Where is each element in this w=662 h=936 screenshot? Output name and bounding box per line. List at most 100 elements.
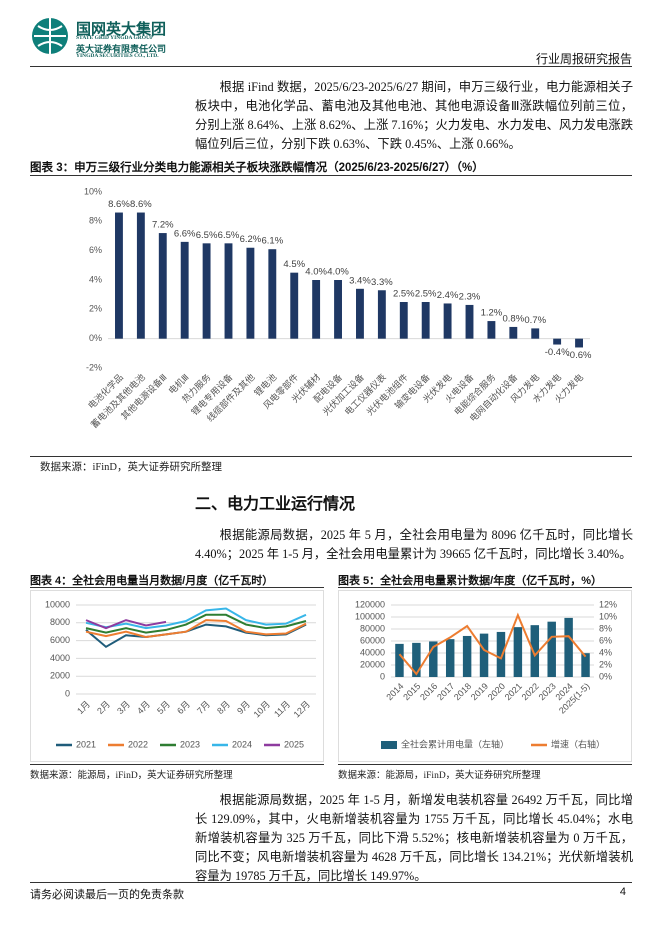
y-tick-label: 4% [89, 274, 102, 284]
value-label: 6.5% [196, 230, 218, 241]
value-label: 3.4% [349, 275, 371, 286]
figure-title: 图表 5：全社会用电量累计数据/年度（亿千瓦时，%） [338, 575, 603, 587]
bar [530, 625, 540, 677]
y-tick-label: 8% [599, 623, 612, 633]
company: 国网英大集团 [76, 21, 167, 38]
x-tick-label: 12月 [292, 699, 313, 720]
bar [202, 243, 211, 339]
x-tick-label: 2020 [486, 681, 507, 702]
bar [531, 328, 540, 339]
value-label: 1.2% [481, 308, 503, 319]
bar [412, 642, 421, 677]
y-tick-label: 0% [89, 333, 102, 343]
bar [553, 338, 562, 345]
y-tick-label: -2% [86, 362, 102, 372]
value-label: 4.5% [283, 259, 305, 270]
y-tick-label: 2% [599, 659, 612, 669]
x-tick-label: 9月 [235, 699, 252, 716]
y-tick-label: 60000 [360, 635, 385, 645]
value-label: 2.4% [437, 290, 459, 301]
value-label: 0.8% [502, 313, 524, 324]
section-heading: 二、电力工业运行情况 [195, 496, 356, 513]
x-tick-label: 11月 [272, 699, 292, 719]
bar [575, 338, 583, 348]
value-label: 6.1% [261, 236, 283, 247]
x-tick-label: 2015 [401, 681, 422, 702]
figure-rule [30, 456, 632, 457]
source: 数据来源：能源局，iFinD，英大证券研究所整理 [30, 771, 233, 781]
legend-label: 2025 [284, 739, 304, 749]
value-label: 8.6% [130, 199, 152, 210]
figure-rule [30, 175, 632, 176]
bar [268, 249, 277, 339]
y-tick-label: 6000 [50, 635, 70, 645]
bar [445, 639, 455, 677]
source: 数据来源：iFinD，英大证券研究所整理 [40, 462, 223, 473]
footer-rule [30, 882, 632, 883]
combo-chart: 0 20000 40000 60000 80000 100000 120000 0% 2% 4% 6… [338, 590, 632, 762]
y-tick-label: 4% [599, 647, 612, 657]
x-tick-label: 2017 [435, 681, 456, 702]
y-tick-label: 4000 [50, 653, 70, 663]
x-tick-label: 2014 [384, 681, 405, 702]
x-tick-label: 7月 [195, 699, 212, 716]
y-tick-label: 10000 [45, 599, 70, 609]
x-tick-label: 2022 [520, 681, 541, 702]
bar [136, 212, 145, 339]
y-tick-label: 2000 [50, 671, 70, 681]
figure-rule [30, 587, 324, 588]
line-series [85, 619, 307, 639]
bar [312, 280, 321, 339]
legend-label: 2021 [76, 739, 96, 749]
y-tick-label: 10% [599, 611, 617, 621]
company-en: STATE GRID YINGDA GROUP [76, 35, 154, 41]
disclaimer: 请务必阅读最后一页的免责条款 [30, 889, 184, 901]
y-tick-label: 10% [84, 186, 102, 196]
y-tick-label: 0% [599, 671, 612, 681]
bar [496, 631, 506, 677]
value-label: 2.5% [393, 289, 415, 300]
figure-rule [338, 764, 632, 765]
paragraph: 根据 iFind 数据，2025/6/23-2025/6/27 期间，申万三级行… [195, 80, 633, 151]
value-label: -0.4% [545, 347, 570, 358]
value-label: 2.5% [415, 289, 437, 300]
legend-label: 全社会累计用电量（左轴） [401, 738, 509, 749]
legend-label: 2022 [128, 739, 148, 749]
bar [547, 621, 556, 677]
y-tick-label: 2% [89, 304, 102, 314]
value-label: 4.0% [327, 267, 349, 278]
figure-rule [30, 764, 324, 765]
x-tick-label: 3月 [115, 699, 132, 716]
paragraph: 根据能源局数据，2025 年 1-5 月，新增发电装机容量 26492 万千瓦，… [195, 793, 633, 883]
bar [246, 247, 255, 339]
paragraph: 根据能源局数据，2025 年 5 月，全社会用电量为 8096 亿千瓦时，同比增… [195, 528, 633, 561]
bar [334, 280, 342, 339]
legend-label: 增速（右轴） [551, 738, 605, 749]
bar [377, 290, 386, 339]
header-rule [30, 66, 632, 67]
y-tick-label: 100000 [355, 611, 385, 621]
bar [356, 288, 364, 339]
line-series [85, 607, 307, 630]
legend-label: 2023 [180, 739, 200, 749]
bar [581, 653, 590, 677]
line-chart: 0 2000 4000 6000 8000 10000 1月 2月 3月 4月 5月 6月 7月 8月 9月… [30, 590, 324, 762]
bar [462, 635, 472, 677]
figure-title: 图表 4：全社会用电量当月数据/月度（亿千瓦时） [30, 575, 274, 587]
line-series [398, 612, 587, 676]
value-label: -0.6% [567, 350, 592, 361]
value-label: 0.7% [524, 315, 546, 326]
subsidiary-en: YINGDA SECURITIES CO., LTD. [76, 53, 159, 59]
x-tick-label: 6月 [175, 699, 192, 716]
value-label: 6.5% [218, 230, 240, 241]
bar [224, 243, 233, 339]
legend-swatch [381, 741, 397, 749]
bar [158, 233, 167, 339]
logo [32, 18, 68, 54]
subsidiary: 英大证券有限责任公司 [76, 44, 167, 54]
value-label: 6.6% [174, 228, 196, 239]
x-tick-label: 4月 [135, 699, 152, 716]
bar [479, 633, 489, 677]
x-tick-label: 2021 [503, 681, 524, 702]
